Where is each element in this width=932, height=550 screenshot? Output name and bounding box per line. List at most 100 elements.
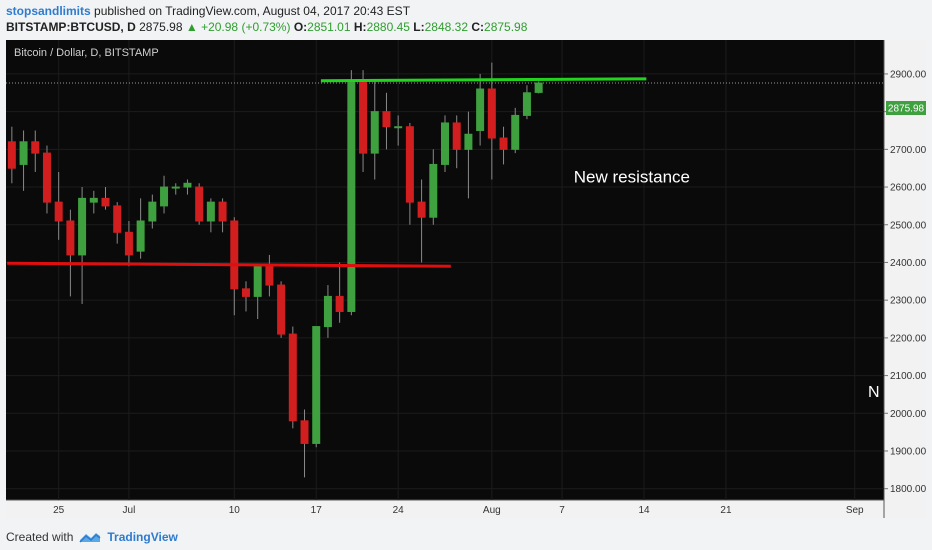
candle-body	[522, 92, 531, 116]
candle	[136, 198, 145, 259]
x-tick-label: Aug	[483, 505, 501, 516]
candle	[429, 149, 438, 225]
candle-body	[54, 201, 63, 222]
candle	[405, 122, 414, 225]
candle-body	[405, 126, 414, 203]
candle	[511, 107, 520, 154]
candle	[277, 281, 286, 338]
author-link[interactable]: stopsandlimits	[6, 4, 91, 18]
candle	[241, 281, 250, 312]
x-tick-label: 21	[720, 505, 732, 516]
candle	[394, 115, 403, 146]
chart-background	[6, 40, 926, 518]
candle-body	[124, 231, 133, 256]
candle-body	[277, 284, 286, 335]
y-tick-label: 1800.00	[890, 484, 926, 495]
chart-title: Bitcoin / Dollar, D, BITSTAMP	[14, 47, 159, 59]
tradingview-logo-icon	[79, 533, 101, 543]
y-tick-label: 2500.00	[890, 220, 926, 231]
candle	[19, 130, 28, 191]
candle	[441, 115, 449, 172]
last-price-label: 2875.98	[888, 103, 925, 114]
candle	[89, 190, 98, 214]
y-tick-label: 1900.00	[890, 446, 926, 457]
high-value: 2880.45	[366, 20, 410, 34]
candle	[7, 126, 16, 184]
close-value: 2875.98	[484, 20, 528, 34]
x-tick-label: 17	[311, 505, 323, 516]
candle	[335, 262, 344, 323]
candle-body	[195, 186, 204, 222]
candle-body	[66, 220, 75, 256]
candle-body	[476, 88, 485, 131]
candle	[288, 326, 297, 429]
candle-body	[312, 326, 321, 444]
candle	[113, 202, 122, 244]
candle-body	[171, 186, 180, 189]
candle-body	[382, 111, 391, 128]
close-label: C:	[471, 20, 485, 34]
candle-body	[78, 197, 87, 256]
y-tick-label: 2000.00	[890, 409, 926, 420]
price-chart[interactable]: 1800.00 1900.00 2000.00 2100.00 2200.00 2300.…	[6, 40, 926, 518]
candle-body	[487, 88, 496, 139]
candle-body	[101, 197, 110, 207]
chart-header: stopsandlimits published on TradingView.…	[6, 3, 926, 35]
candle	[183, 179, 192, 195]
footer: Created with TradingView	[6, 528, 926, 546]
trend-line	[7, 261, 451, 268]
high-label: H:	[353, 20, 367, 34]
open-value: 2851.01	[307, 20, 351, 34]
x-tick-label: 24	[393, 505, 405, 516]
tradingview-brand[interactable]: TradingView	[107, 530, 178, 544]
candle	[300, 409, 309, 478]
candle-body	[89, 197, 98, 203]
y-tick-label: 2900.00	[890, 69, 926, 80]
candles	[7, 62, 543, 478]
candle	[534, 81, 543, 94]
candle	[42, 145, 51, 214]
candle	[312, 326, 321, 448]
y-tick-label: 2200.00	[890, 333, 926, 344]
candle	[323, 285, 332, 338]
x-axis-ticks: 25 Jul 10 17 24 Aug 7 14 21 Sep	[53, 505, 864, 516]
candle	[148, 194, 157, 229]
candle	[370, 81, 379, 180]
candle	[124, 220, 133, 267]
candle	[78, 187, 87, 304]
x-tick-label: 25	[53, 505, 65, 516]
price-value: 2875.98	[139, 20, 183, 34]
candle-body	[429, 163, 438, 218]
candle	[464, 111, 473, 199]
candle-body	[136, 220, 145, 252]
candle	[171, 183, 180, 195]
candle-body	[534, 82, 543, 93]
annotations: New resistance	[7, 77, 690, 268]
x-tick-label: Sep	[846, 505, 864, 516]
y-tick-label: 2700.00	[890, 145, 926, 156]
candle-body	[19, 141, 28, 165]
candle	[54, 171, 63, 240]
y-tick-label: 2600.00	[890, 183, 926, 194]
candle-body	[183, 182, 192, 188]
candle-body	[452, 122, 461, 150]
candle	[31, 130, 40, 172]
candle-body	[253, 265, 262, 297]
candle	[452, 115, 461, 169]
candle-body	[241, 288, 250, 297]
edge-text: N	[868, 384, 880, 401]
candle-body	[370, 111, 379, 154]
candle-body	[464, 133, 473, 150]
candle-body	[300, 420, 309, 444]
candle-body	[347, 80, 356, 312]
annotation-text: New resistance	[574, 168, 690, 187]
candle-body	[499, 137, 508, 150]
x-tick-label: 14	[638, 505, 650, 516]
price-axis[interactable]	[884, 40, 926, 518]
candle-body	[31, 141, 40, 154]
y-tick-label: 2400.00	[890, 258, 926, 269]
time-axis[interactable]	[6, 500, 884, 518]
candle	[195, 183, 204, 225]
candle-body	[160, 186, 169, 207]
price-change: ▲ +20.98 (+0.73%)	[185, 20, 291, 34]
